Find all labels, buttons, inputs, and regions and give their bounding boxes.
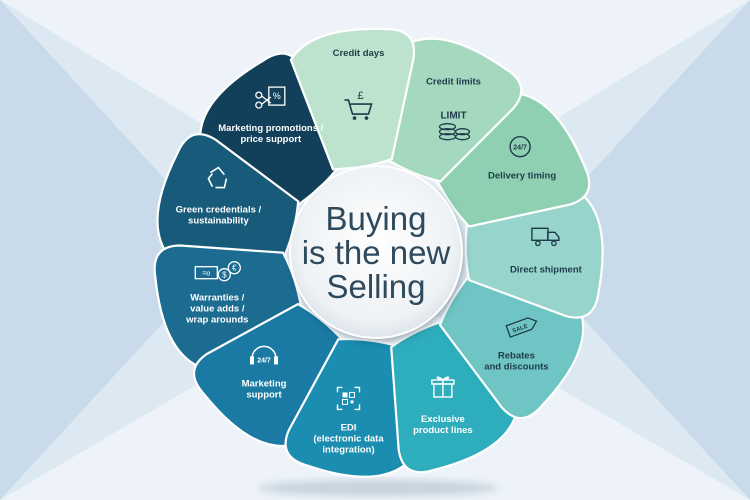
segment-label-green-credentials: Green credentials / sustainability [176, 205, 262, 227]
segment-label-line: (electronic data [313, 433, 384, 444]
segment-label-marketing-promotions: Marketing promotions / price support [218, 123, 323, 145]
segment-label-line: Exclusive [421, 414, 465, 425]
segment-label-exclusive-product-lines: Exclusive product lines [413, 414, 473, 436]
background-triangle-right [520, 0, 750, 500]
limit-coins-icon: LIMIT [438, 111, 471, 141]
segment-label-line: Direct shipment [510, 264, 583, 275]
segment-label-line: Marketing promotions / [218, 123, 323, 134]
segment-label-line: Green credentials / [176, 205, 262, 216]
segment-label-line: product lines [413, 425, 473, 436]
svg-text:LIMIT: LIMIT [440, 111, 466, 122]
center-line-2: is the new [302, 234, 451, 271]
segment-label-edi: EDI (electronic data integration) [313, 422, 384, 455]
segment-label-line: value adds / [190, 304, 245, 315]
segment-label-line: Rebates [498, 350, 535, 361]
background-triangle-left [0, 0, 230, 500]
segment-label-credit-days: Credit days [333, 48, 385, 59]
segment-label-group: £ Credit days LIMIT Credit limits 24/7 Delive… [176, 48, 583, 455]
segment-label-line: price support [240, 134, 302, 145]
clock-24-7-icon: 24/7 [509, 135, 531, 158]
segment-label-delivery-timing: Delivery timing [488, 171, 556, 182]
segment-label-warranties: Warranties / value adds / wrap arounds [185, 293, 248, 326]
sale-tag-icon: SALE [505, 317, 538, 338]
segment-label-line: Marketing [242, 378, 287, 389]
segment-label-line: and discounts [484, 361, 548, 372]
scissors-coupon-icon: % [255, 86, 286, 109]
segment-label-marketing-support: Marketing support [242, 378, 287, 400]
segment-label-line: integration) [322, 444, 374, 455]
segment-group [153, 27, 604, 478]
svg-text:SALE: SALE [512, 324, 529, 335]
segment-label-line: wrap arounds [185, 315, 248, 326]
headset-24-7-icon: 24/7 [250, 345, 278, 365]
center-circle [289, 165, 463, 339]
segment-label-rebates-discounts: Rebates and discounts [484, 350, 548, 372]
svg-text:$: $ [222, 271, 227, 280]
segment-label-line: Credit days [333, 48, 385, 59]
segment-direct-shipment [464, 193, 604, 319]
gift-box-icon [431, 376, 455, 398]
segment-label-line: Credit limits [426, 77, 481, 88]
segment-credit-days [289, 27, 416, 171]
svg-text:24/7: 24/7 [513, 145, 527, 152]
segment-label-line: EDI [341, 422, 357, 433]
qr-code-icon [336, 386, 361, 411]
segment-delivery-timing [434, 92, 591, 228]
svg-text:=o: =o [202, 271, 210, 278]
svg-text:24/7: 24/7 [257, 357, 271, 364]
svg-text:€: € [232, 264, 237, 273]
segment-label-credit-limits: Credit limits [426, 77, 481, 88]
shopping-cart-pound-icon: £ [344, 90, 373, 120]
center-line-1: Buying [326, 200, 427, 237]
svg-text:£: £ [357, 90, 363, 102]
delivery-truck-icon [531, 227, 560, 247]
money-exchange-icon: =o $ € [194, 261, 241, 282]
segment-credit-limits [384, 37, 523, 183]
recycle-icon [207, 166, 228, 189]
segment-label-line: support [246, 389, 282, 400]
wheel-shadow [258, 480, 498, 496]
center-line-3: Selling [326, 268, 425, 305]
svg-text:%: % [273, 91, 281, 101]
segment-label-line: sustainability [188, 216, 249, 227]
segment-label-line: Delivery timing [488, 171, 556, 182]
segment-label-line: Warranties / [190, 293, 244, 304]
segment-label-direct-shipment: Direct shipment [510, 264, 583, 275]
